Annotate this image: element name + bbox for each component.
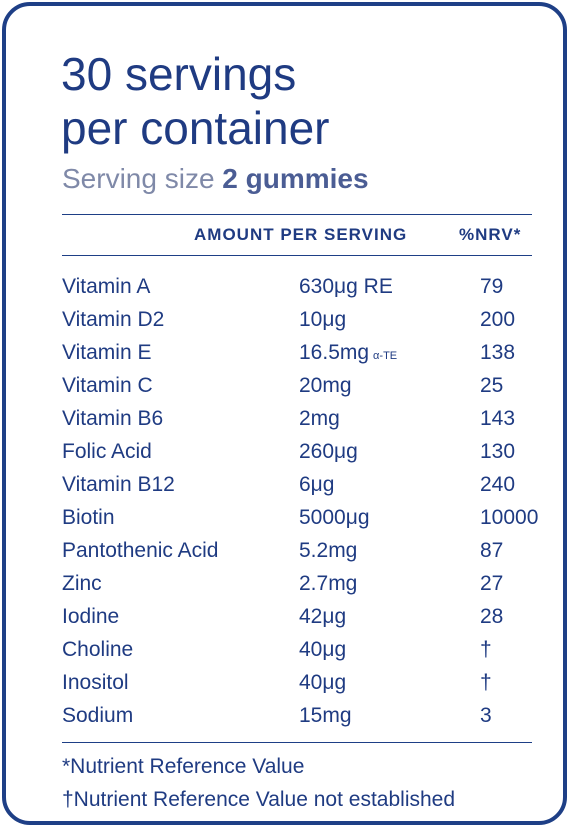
table-row: Vitamin B6 2mg 143 [62, 402, 562, 435]
nutrient-name: Vitamin B12 [62, 473, 175, 496]
nutrient-amount: 15mg [299, 704, 352, 727]
nutrient-name: Iodine [62, 605, 120, 628]
nutrient-nrv: 87 [480, 539, 504, 562]
footnote-nrv: *Nutrient Reference Value [62, 755, 305, 778]
table-row: Vitamin A 630μg RE 79 [62, 270, 562, 303]
nutrient-table: Vitamin A 630μg RE 79 Vitamin D2 10μg 20… [62, 270, 562, 732]
nutrient-nrv: 200 [480, 308, 516, 331]
nutrient-nrv: 240 [480, 473, 516, 496]
nutrient-nrv: 138 [480, 341, 516, 364]
nutrient-name: Zinc [62, 572, 102, 595]
nutrient-amount: 10μg [299, 308, 347, 331]
nutrient-nrv: 3 [480, 704, 492, 727]
nutrient-nrv: 130 [480, 440, 516, 463]
table-row: Zinc 2.7mg 27 [62, 567, 562, 600]
serving-size-value: 2 gummies [222, 163, 369, 194]
nutrient-amount: 6μg [299, 473, 335, 496]
nutrient-nrv: 27 [480, 572, 504, 595]
table-row: Vitamin B12 6μg 240 [62, 468, 562, 501]
nutrient-name: Biotin [62, 506, 115, 529]
nutrient-amount: 16.5mg α-TE [299, 341, 398, 364]
nutrient-amount: 5000μg [299, 506, 370, 529]
title-servings: 30 servings [61, 48, 297, 100]
nutrient-amount: 42μg [299, 605, 347, 628]
table-row: Iodine 42μg 28 [62, 600, 562, 633]
table-row: Sodium 15mg 3 [62, 699, 562, 732]
nutrient-name: Vitamin A [62, 275, 151, 298]
table-row: Vitamin D2 10μg 200 [62, 303, 562, 336]
nutrient-amount: 2mg [299, 407, 340, 430]
serving-size-label: Serving size [62, 163, 215, 194]
nutrient-amount: 260μg [299, 440, 358, 463]
nutrient-amount: 2.7mg [299, 572, 358, 595]
nutrient-name: Folic Acid [62, 440, 152, 463]
nutrient-amount: 630μg RE [299, 275, 393, 298]
nutrient-nrv: † [480, 638, 492, 661]
header-nrv: %NRV* [459, 225, 522, 244]
nutrient-name: Choline [62, 638, 134, 661]
divider-header [62, 255, 532, 256]
divider-top [62, 214, 532, 215]
nutrient-amount: 5.2mg [299, 539, 358, 562]
nutrient-nrv: 28 [480, 605, 504, 628]
nutrient-name: Sodium [62, 704, 134, 727]
footnote-not-established: †Nutrient Reference Value not establishe… [62, 788, 456, 811]
nutrient-amount: 40μg [299, 671, 347, 694]
divider-bottom [62, 742, 532, 743]
table-row: Inositol 40μg † [62, 666, 562, 699]
table-row: Folic Acid 260μg 130 [62, 435, 562, 468]
nutrient-name: Vitamin D2 [62, 308, 165, 331]
nutrient-nrv: † [480, 671, 492, 694]
nutrient-name: Inositol [62, 671, 129, 694]
serving-size: Serving size 2 gummies [62, 162, 369, 196]
header-amount-per-serving: AMOUNT PER SERVING [194, 225, 408, 244]
nutrient-name: Vitamin E [62, 341, 152, 364]
nutrient-nrv: 10000 [480, 506, 539, 529]
nutrient-name: Vitamin C [62, 374, 153, 397]
table-row: Vitamin C 20mg 25 [62, 369, 562, 402]
nutrient-nrv: 25 [480, 374, 504, 397]
nutrient-nrv: 143 [480, 407, 516, 430]
nutrient-name: Pantothenic Acid [62, 539, 219, 562]
table-row: Pantothenic Acid 5.2mg 87 [62, 534, 562, 567]
nutrition-panel: 30 servings per container Serving size 2… [2, 2, 567, 825]
nutrient-amount: 40μg [299, 638, 347, 661]
title-per-container: per container [61, 102, 330, 154]
nutrient-amount: 20mg [299, 374, 352, 397]
nutrient-nrv: 79 [480, 275, 504, 298]
nutrient-unit-suffix: α-TE [373, 350, 398, 362]
table-row: Vitamin E 16.5mg α-TE 138 [62, 336, 562, 369]
table-row: Choline 40μg † [62, 633, 562, 666]
table-row: Biotin 5000μg 10000 [62, 501, 562, 534]
nutrient-name: Vitamin B6 [62, 407, 164, 430]
